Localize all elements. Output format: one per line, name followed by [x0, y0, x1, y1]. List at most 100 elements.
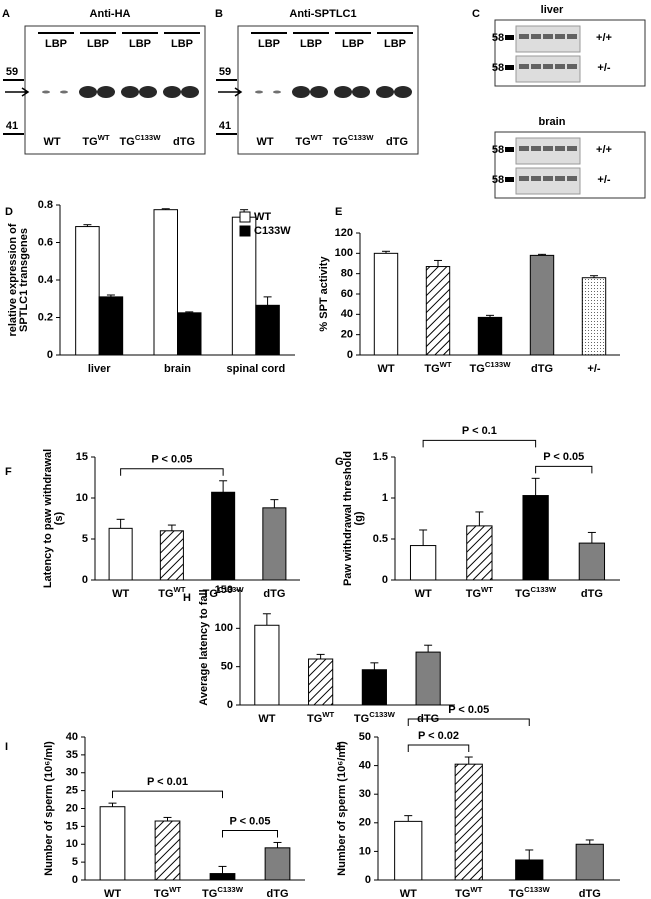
band	[531, 176, 541, 181]
y-tick-label: 0	[72, 874, 78, 886]
legend-label: WT	[254, 211, 271, 223]
y-tick-label: 1	[382, 492, 388, 504]
lane-label-sup: WT	[311, 133, 323, 142]
bar	[522, 495, 549, 581]
marker-label: 41	[219, 120, 231, 132]
y-tick-label: 0.4	[38, 274, 54, 286]
y-tick-label: 150	[215, 584, 233, 596]
panel-letter: C	[472, 8, 480, 20]
lane-group-label: LBP	[342, 38, 364, 50]
panel-letter: J	[335, 741, 341, 753]
y-axis-label: Number of sperm (10⁶/ml)	[336, 741, 348, 876]
lane-label-main: WT	[256, 136, 273, 148]
y-tick-label: 50	[221, 661, 233, 673]
x-tick-label-main: TG	[466, 588, 481, 600]
y-axis-label: (s)	[53, 511, 65, 525]
significance-bracket	[407, 718, 530, 727]
bar	[466, 525, 493, 581]
x-tick-label-sup: WT	[470, 885, 482, 894]
significance-label: P < 0.05	[151, 454, 192, 466]
marker-tick	[505, 147, 514, 152]
y-tick-label: 0.6	[38, 236, 53, 248]
lane-label: WT	[256, 136, 273, 148]
lane-label-main: TG	[333, 136, 348, 148]
x-tick-label-main: TG	[154, 888, 169, 899]
y-axis-label: Latency to paw withdrawal	[42, 449, 54, 588]
bar	[477, 316, 503, 356]
marker-label: 58	[492, 144, 504, 156]
y-tick-label: 100	[335, 247, 353, 259]
blot-frame	[494, 131, 646, 199]
y-tick-label: 0	[347, 349, 353, 361]
band	[334, 86, 352, 98]
lane-label-main: dTG	[173, 136, 195, 148]
lane-label-sup: C133W	[348, 133, 374, 142]
band	[567, 146, 577, 151]
bar	[581, 277, 607, 356]
x-tick-label-sup: C133W	[218, 585, 244, 594]
bar	[575, 843, 604, 881]
x-tick-label-main: TG	[307, 713, 322, 725]
x-tick-label: liver	[88, 363, 111, 375]
x-tick-label-main: TG	[470, 363, 485, 375]
significance-bracket	[407, 744, 470, 753]
y-tick-label: 20	[359, 817, 371, 829]
x-tick-label-main: WT	[377, 363, 394, 375]
panel-letter: E	[335, 206, 342, 218]
lane-label: dTG	[173, 136, 195, 148]
x-tick-label-main: dTG	[531, 363, 553, 375]
y-axis-label: SPTLC1 transgenes	[18, 228, 30, 332]
x-tick-label-main: +/-	[587, 363, 600, 375]
band	[531, 64, 541, 69]
panel-letter: H	[183, 592, 191, 604]
x-tick-label: TGWT	[424, 360, 452, 375]
x-tick-label-sup: C133W	[485, 360, 511, 369]
bar	[99, 806, 126, 881]
lane-group-label: LBP	[45, 38, 67, 50]
significance-label: P < 0.05	[448, 704, 489, 716]
band	[519, 146, 529, 151]
y-tick-label: 0	[365, 874, 371, 886]
x-tick-label-main: dTG	[267, 888, 289, 899]
y-axis-label: relative expression of	[7, 223, 19, 336]
x-tick-label: dTG	[263, 588, 285, 600]
y-tick-label: 0.5	[373, 533, 388, 545]
bar	[211, 491, 236, 581]
band	[543, 176, 553, 181]
significance-label: P < 0.05	[229, 815, 270, 827]
y-tick-label: 60	[341, 288, 353, 300]
bar	[98, 296, 124, 356]
x-tick-label-sup: WT	[481, 585, 493, 594]
significance-bracket	[422, 439, 537, 448]
band	[255, 90, 263, 94]
band	[376, 86, 394, 98]
band	[567, 34, 577, 39]
marker-label: 41	[6, 120, 18, 132]
y-axis-label: Paw withdrawal threshold	[342, 451, 354, 586]
bar	[264, 847, 291, 881]
x-tick-label-main: WT	[400, 888, 417, 899]
y-tick-label: 35	[66, 749, 78, 761]
genotype-label: +/+	[596, 144, 612, 156]
bar	[415, 651, 441, 706]
x-tick-label-main: TG	[203, 588, 218, 600]
x-tick-label-main: TG	[509, 888, 524, 899]
panel-letter: D	[5, 206, 13, 218]
x-tick-label-main: dTG	[263, 588, 285, 600]
band	[555, 146, 565, 151]
x-tick-label: WT	[258, 713, 275, 725]
bar	[361, 669, 387, 706]
x-tick-label-main: WT	[415, 588, 432, 600]
y-tick-label: 10	[66, 838, 78, 850]
x-tick-label: brain	[164, 363, 191, 375]
band	[163, 86, 181, 98]
x-tick-label-sup: WT	[322, 710, 334, 719]
x-tick-label: WT	[104, 888, 121, 899]
band	[139, 86, 157, 98]
bar	[529, 254, 555, 356]
x-tick-label: WT	[415, 588, 432, 600]
bar	[308, 658, 334, 706]
lane-label-sup: C133W	[135, 133, 161, 142]
x-tick-label-main: TG	[354, 713, 369, 725]
bar	[262, 507, 287, 581]
